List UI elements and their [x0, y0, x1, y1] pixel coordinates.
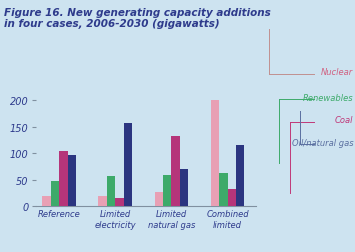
Bar [236, 145, 244, 207]
Text: Oil/natural gas: Oil/natural gas [291, 139, 353, 148]
Bar [211, 101, 219, 207]
Bar [98, 196, 107, 207]
Bar [180, 170, 188, 207]
Text: Figure 16. New generating capacity additions
in four cases, 2006-2030 (gigawatts: Figure 16. New generating capacity addit… [4, 8, 270, 29]
Bar [67, 156, 76, 207]
Bar [219, 173, 228, 207]
Bar [163, 175, 171, 207]
Text: Nuclear: Nuclear [321, 68, 353, 77]
Bar [115, 199, 124, 207]
Bar [107, 176, 115, 207]
Bar [59, 151, 67, 207]
Bar [51, 181, 59, 207]
Bar [171, 136, 180, 207]
Bar [228, 190, 236, 207]
Bar [42, 196, 51, 207]
Text: Coal: Coal [335, 116, 353, 125]
Bar [124, 123, 132, 207]
Bar [154, 192, 163, 207]
Text: Renewables: Renewables [302, 93, 353, 102]
